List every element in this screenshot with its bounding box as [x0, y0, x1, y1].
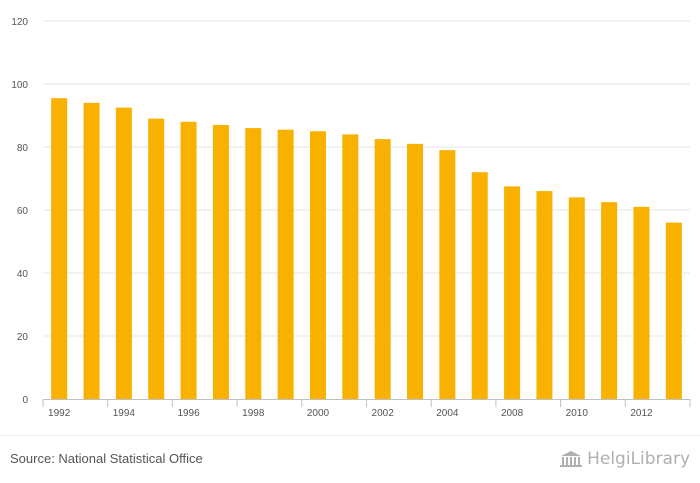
- x-tick-label: 1996: [177, 408, 200, 419]
- x-tick-label: 2004: [436, 408, 459, 419]
- bar: [374, 139, 391, 399]
- y-tick-label: 80: [17, 143, 29, 154]
- bar: [471, 172, 488, 399]
- helgilibrary-logo[interactable]: HelgiLibrary: [559, 449, 690, 469]
- bar: [83, 102, 100, 400]
- logo-text: HelgiLibrary: [587, 449, 690, 469]
- x-tick-label: 2008: [501, 408, 524, 419]
- x-tick-label: 2012: [630, 408, 653, 419]
- x-tick-label: 1998: [242, 408, 265, 419]
- x-tick-label: 1992: [48, 408, 71, 419]
- x-tick-label: 2000: [307, 408, 330, 419]
- bar: [407, 143, 424, 399]
- y-tick-label: 120: [11, 17, 28, 28]
- bar-chart: 0 20 40 60 80 100 120 1992 1994 1996 1998 2000 2002 2…: [0, 17, 700, 436]
- bar: [665, 222, 682, 399]
- bar: [51, 98, 68, 400]
- x-tick-label: 2002: [372, 408, 395, 419]
- bar: [601, 202, 618, 399]
- bar: [277, 129, 294, 400]
- y-tick-label: 60: [17, 206, 29, 217]
- bar: [148, 118, 165, 400]
- x-tick-label: 1994: [113, 408, 136, 419]
- bar: [504, 186, 521, 399]
- y-tick-label: 100: [11, 80, 28, 91]
- bar: [536, 191, 553, 399]
- library-building-icon: [560, 451, 583, 467]
- bar: [115, 107, 132, 399]
- x-tick-label: 2010: [566, 408, 589, 419]
- bar: [212, 124, 229, 399]
- bar: [439, 150, 456, 399]
- bar: [245, 128, 262, 399]
- bar: [180, 121, 197, 400]
- bar: [568, 197, 585, 399]
- y-tick-label: 40: [17, 269, 29, 280]
- source-note: Source: National Statistical Office: [10, 451, 203, 466]
- y-tick-label: 20: [17, 332, 29, 343]
- bar: [342, 134, 359, 399]
- bar: [309, 131, 326, 399]
- y-tick-label: 0: [22, 395, 28, 406]
- bar: [633, 206, 650, 399]
